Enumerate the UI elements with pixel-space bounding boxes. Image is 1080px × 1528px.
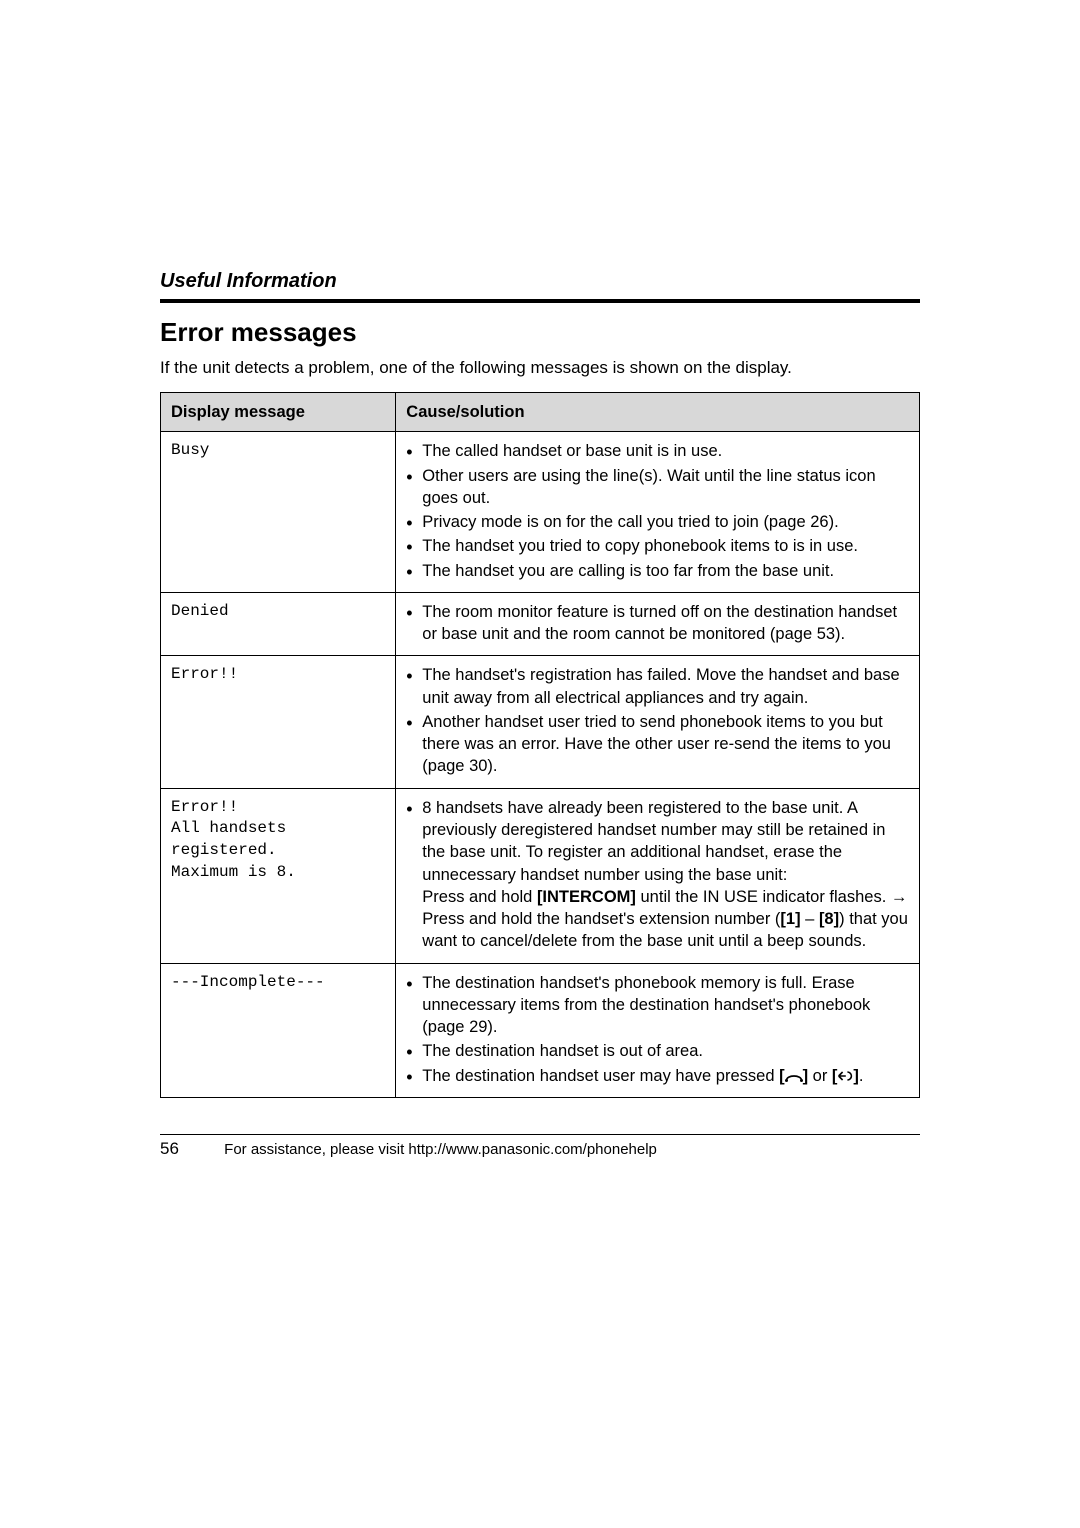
cause-item: The handset you are calling is too far f…	[406, 560, 909, 582]
table-row: Error!!The handset's registration has fa…	[161, 656, 920, 788]
page-number: 56	[160, 1139, 220, 1159]
table-row: Busy The called handset or base unit is i…	[161, 432, 920, 593]
cause-item: The room monitor feature is turned off o…	[406, 601, 909, 646]
display-message-cell: ---Incomplete---	[161, 963, 396, 1097]
cause-item: Other users are using the line(s). Wait …	[406, 465, 909, 510]
table-body: Busy The called handset or base unit is i…	[161, 432, 920, 1098]
section-header: Useful Information	[160, 270, 920, 293]
cause-list: The called handset or base unit is in us…	[406, 440, 909, 582]
table-row: Error!! All handsets registered. Maximum…	[161, 788, 920, 963]
cause-solution-cell: The called handset or base unit is in us…	[396, 432, 920, 593]
col-cause-solution: Cause/solution	[396, 393, 920, 432]
cause-item: The destination handset user may have pr…	[406, 1065, 909, 1087]
section-rule	[160, 299, 920, 303]
page-title: Error messages	[160, 317, 920, 348]
cause-item: 8 handsets have already been registered …	[406, 797, 909, 953]
page-footer: 56 For assistance, please visit http://w…	[160, 1134, 920, 1159]
cause-solution-cell: The handset's registration has failed. M…	[396, 656, 920, 788]
cause-item: The handset you tried to copy phonebook …	[406, 535, 909, 557]
cause-list: The destination handset's phonebook memo…	[406, 972, 909, 1087]
cause-item: The called handset or base unit is in us…	[406, 440, 909, 462]
error-messages-table: Display message Cause/solution Busy The c…	[160, 392, 920, 1098]
cause-item: The handset's registration has failed. M…	[406, 664, 909, 709]
table-row: ---Incomplete---The destination handset'…	[161, 963, 920, 1097]
display-message-cell: Error!!	[161, 656, 396, 788]
table-row: DeniedThe room monitor feature is turned…	[161, 592, 920, 656]
cause-item: Another handset user tried to send phone…	[406, 711, 909, 778]
footer-text: For assistance, please visit http://www.…	[224, 1141, 657, 1158]
display-message-cell: Denied	[161, 592, 396, 656]
cause-solution-cell: The destination handset's phonebook memo…	[396, 963, 920, 1097]
cause-list: The room monitor feature is turned off o…	[406, 601, 909, 646]
cause-list: The handset's registration has failed. M…	[406, 664, 909, 777]
display-message-cell: Busy	[161, 432, 396, 593]
display-message-cell: Error!! All handsets registered. Maximum…	[161, 788, 396, 963]
cause-item: Privacy mode is on for the call you trie…	[406, 511, 909, 533]
cause-list: 8 handsets have already been registered …	[406, 797, 909, 953]
cause-item: The destination handset's phonebook memo…	[406, 972, 909, 1039]
col-display-message: Display message	[161, 393, 396, 432]
cause-solution-cell: 8 handsets have already been registered …	[396, 788, 920, 963]
page-container: Useful Information Error messages If the…	[0, 0, 1080, 1528]
table-header-row: Display message Cause/solution	[161, 393, 920, 432]
intro-text: If the unit detects a problem, one of th…	[160, 358, 920, 378]
cause-solution-cell: The room monitor feature is turned off o…	[396, 592, 920, 656]
cause-item: The destination handset is out of area.	[406, 1040, 909, 1062]
